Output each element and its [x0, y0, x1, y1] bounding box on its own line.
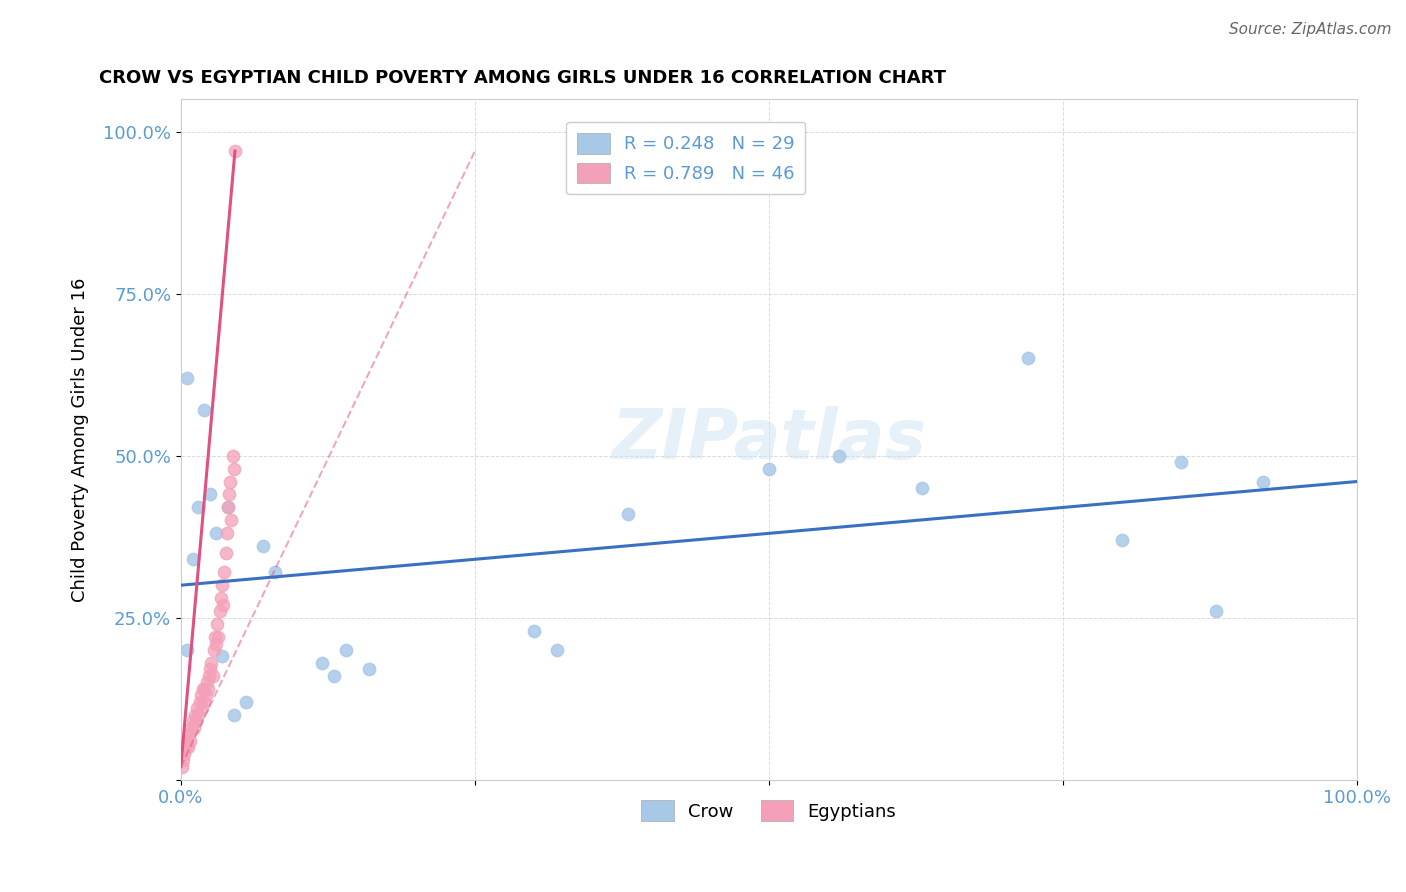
- Point: [212, 598, 235, 612]
- Point: [207, 630, 229, 644]
- Point: [177, 740, 200, 755]
- Point: [193, 681, 215, 696]
- Point: [195, 675, 218, 690]
- Point: [208, 604, 231, 618]
- Point: [214, 546, 236, 560]
- Point: [197, 681, 219, 696]
- Point: [184, 707, 207, 722]
- Point: [200, 487, 222, 501]
- Point: [217, 500, 239, 515]
- Point: [204, 630, 226, 644]
- Point: [177, 727, 200, 741]
- Point: [190, 689, 212, 703]
- Point: [205, 526, 228, 541]
- Point: [186, 701, 208, 715]
- Point: [188, 695, 211, 709]
- Point: [546, 643, 568, 657]
- Point: [176, 733, 198, 747]
- Point: [214, 566, 236, 580]
- Point: [176, 371, 198, 385]
- Point: [200, 656, 222, 670]
- Point: [186, 714, 208, 729]
- Point: [193, 403, 215, 417]
- Y-axis label: Child Poverty Among Girls Under 16: Child Poverty Among Girls Under 16: [72, 277, 89, 601]
- Point: [211, 578, 233, 592]
- Point: [172, 753, 194, 767]
- Point: [222, 707, 245, 722]
- Point: [205, 636, 228, 650]
- Point: [174, 740, 197, 755]
- Point: [828, 449, 851, 463]
- Point: [209, 591, 232, 606]
- Point: [322, 669, 344, 683]
- Point: [187, 500, 209, 515]
- Point: [183, 721, 205, 735]
- Point: [219, 475, 242, 489]
- Point: [217, 500, 239, 515]
- Point: [202, 643, 225, 657]
- Point: [264, 566, 287, 580]
- Point: [173, 747, 195, 761]
- Point: [194, 689, 217, 703]
- Point: [218, 487, 240, 501]
- Point: [181, 714, 204, 729]
- Point: [235, 695, 257, 709]
- Point: [207, 617, 229, 632]
- Point: [252, 539, 274, 553]
- Point: [193, 695, 215, 709]
- Point: [187, 707, 209, 722]
- Point: [215, 526, 238, 541]
- Point: [191, 701, 214, 715]
- Point: [758, 461, 780, 475]
- Point: [1017, 351, 1039, 366]
- Point: [180, 721, 202, 735]
- Point: [1170, 455, 1192, 469]
- Point: [1111, 533, 1133, 547]
- Point: [1251, 475, 1274, 489]
- Text: Source: ZipAtlas.com: Source: ZipAtlas.com: [1229, 22, 1392, 37]
- Point: [200, 663, 222, 677]
- Point: [523, 624, 546, 638]
- Point: [221, 449, 243, 463]
- Point: [222, 461, 245, 475]
- Point: [357, 663, 380, 677]
- Point: [181, 552, 204, 566]
- Legend: Crow, Egyptians: Crow, Egyptians: [630, 789, 907, 832]
- Point: [911, 481, 934, 495]
- Point: [176, 643, 198, 657]
- Point: [335, 643, 357, 657]
- Text: ZIPatlas: ZIPatlas: [612, 406, 927, 473]
- Point: [201, 669, 224, 683]
- Point: [170, 759, 193, 773]
- Text: CROW VS EGYPTIAN CHILD POVERTY AMONG GIRLS UNDER 16 CORRELATION CHART: CROW VS EGYPTIAN CHILD POVERTY AMONG GIR…: [98, 69, 945, 87]
- Point: [311, 656, 333, 670]
- Point: [617, 507, 640, 521]
- Point: [193, 681, 215, 696]
- Point: [211, 649, 233, 664]
- Point: [224, 144, 246, 158]
- Point: [198, 669, 221, 683]
- Point: [179, 733, 201, 747]
- Point: [221, 513, 243, 527]
- Point: [1205, 604, 1227, 618]
